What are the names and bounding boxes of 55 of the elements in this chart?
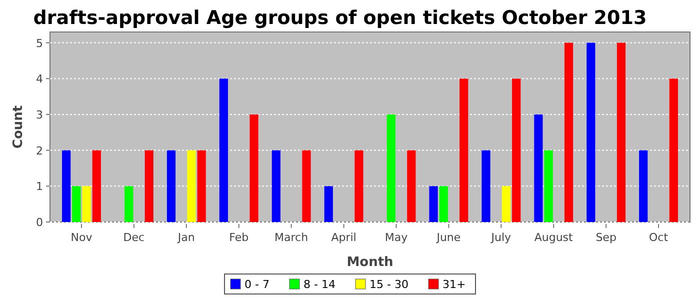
- bar: [586, 42, 596, 222]
- bar: [144, 150, 154, 222]
- bar: [250, 114, 258, 222]
- x-tick-label: June: [436, 231, 461, 244]
- x-tick-label: April: [331, 231, 356, 244]
- y-tick-label: 2: [36, 144, 43, 158]
- x-tick-label: August: [534, 231, 574, 244]
- legend-label: 0 - 7: [244, 278, 270, 291]
- bar: [512, 78, 521, 222]
- y-axis-title: Count: [11, 105, 26, 149]
- bar: [564, 42, 574, 222]
- x-tick-label: Sep: [596, 231, 616, 244]
- legend-label: 31+: [442, 278, 466, 291]
- bar: [669, 78, 678, 222]
- bar: [124, 186, 134, 222]
- bar: [72, 186, 81, 222]
- y-tick-label: 0: [36, 216, 43, 229]
- y-tick-label: 3: [36, 108, 43, 122]
- x-tick-label: Dec: [123, 231, 145, 244]
- bar: [354, 150, 364, 222]
- x-tick-label: Feb: [229, 231, 249, 244]
- bar: [502, 186, 510, 222]
- bar: [272, 150, 280, 222]
- x-tick-label: May: [384, 231, 408, 244]
- bar: [544, 150, 553, 222]
- x-tick-label: July: [490, 231, 512, 244]
- y-tick-label: 4: [36, 72, 43, 86]
- bar: [324, 186, 333, 222]
- bar: [82, 186, 91, 222]
- x-tick-label: Jan: [176, 231, 195, 244]
- x-axis-title: Month: [346, 255, 394, 270]
- bar: [302, 150, 311, 222]
- bar: [460, 78, 468, 222]
- bar: [187, 150, 196, 222]
- x-tick-label: Oct: [649, 231, 669, 244]
- bar: [439, 186, 448, 222]
- bar: [407, 150, 416, 222]
- bar: [429, 186, 438, 222]
- bar: [639, 150, 648, 222]
- bar: [166, 150, 176, 222]
- bar: [534, 114, 543, 222]
- bar: [616, 42, 626, 222]
- y-tick-label: 1: [36, 180, 43, 194]
- y-tick-label: 5: [36, 36, 43, 50]
- bar: [92, 150, 101, 222]
- bar: [482, 150, 490, 222]
- bar: [386, 114, 396, 222]
- bar: [219, 78, 228, 222]
- legend-label: 8 - 14: [304, 278, 336, 291]
- bar: [197, 150, 206, 222]
- x-tick-label: Nov: [70, 231, 93, 244]
- legend-label: 15 - 30: [370, 278, 408, 291]
- bar: [62, 150, 71, 222]
- x-tick-label: March: [274, 231, 308, 244]
- chart-title: drafts-approval Age groups of open tickets October 2013: [33, 7, 647, 29]
